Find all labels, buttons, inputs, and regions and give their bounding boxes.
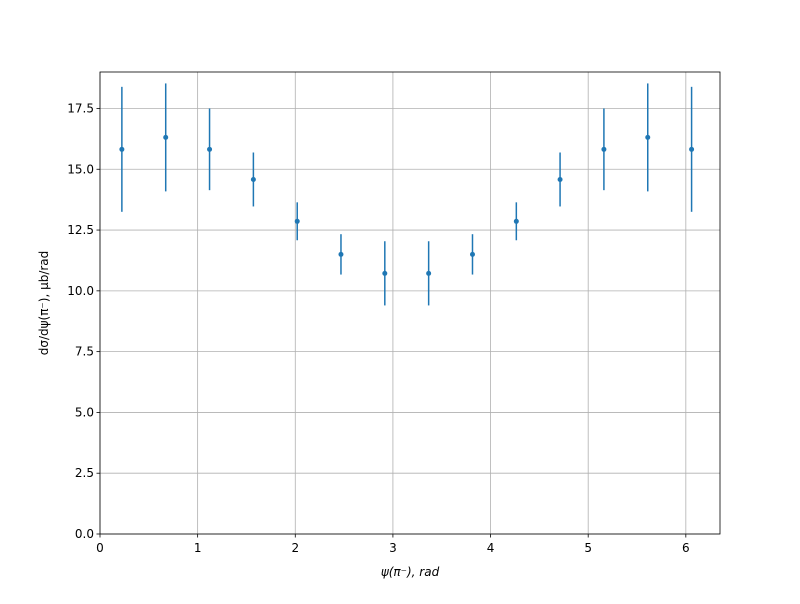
data-point	[207, 146, 213, 152]
data-point	[294, 218, 300, 224]
y-tick-label: 0.0	[75, 527, 94, 541]
data-point	[119, 146, 125, 152]
x-tick-label: 6	[682, 541, 690, 555]
data-point	[601, 146, 607, 152]
x-tick-label: 4	[487, 541, 495, 555]
data-point	[382, 270, 388, 276]
x-tick-label: 0	[96, 541, 104, 555]
x-tick-label: 2	[291, 541, 299, 555]
data-point	[645, 134, 651, 140]
data-point	[469, 251, 475, 257]
plot-frame	[99, 71, 721, 535]
y-tick-label: 17.5	[67, 101, 94, 115]
y-tick-label: 10.0	[67, 284, 94, 298]
x-tick-label: 3	[389, 541, 397, 555]
x-tick-label: 1	[194, 541, 202, 555]
y-tick-label: 15.0	[67, 162, 94, 176]
y-tick-label: 5.0	[75, 405, 94, 419]
data-point	[163, 134, 169, 140]
data-point	[338, 251, 344, 257]
data-point	[426, 270, 432, 276]
x-axis-label: ψ(π⁻), rad	[381, 565, 440, 579]
data-point	[689, 146, 695, 152]
y-tick-label: 7.5	[75, 345, 94, 359]
x-tick-label: 5	[584, 541, 592, 555]
data-point	[513, 218, 519, 224]
y-tick-label: 2.5	[75, 466, 94, 480]
y-axis-label: dσ/dψ(π⁻), μb/rad	[37, 251, 51, 356]
data-point	[250, 176, 256, 182]
y-tick-label: 12.5	[67, 223, 94, 237]
data-point	[557, 176, 563, 182]
